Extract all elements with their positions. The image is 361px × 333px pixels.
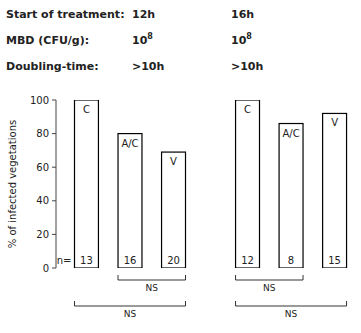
y-tick-label: 20 — [36, 229, 49, 240]
n-label: 16 — [124, 255, 137, 266]
header-label: MBD (CFU/g): — [6, 34, 89, 47]
bracket-label: NS — [263, 283, 276, 293]
header-value: 108 — [132, 32, 153, 47]
header-exponent: 8 — [147, 32, 153, 41]
y-tick — [52, 234, 56, 235]
header-label: Doubling-time: — [6, 60, 99, 73]
header-label: Start of treatment: — [6, 8, 125, 21]
bar-name: C — [244, 104, 251, 115]
bar-name: V — [170, 156, 177, 167]
bracket — [118, 275, 185, 280]
y-tick — [52, 100, 56, 101]
bar-name: A/C — [282, 128, 299, 139]
y-tick — [52, 268, 56, 269]
y-tick-label: 0 — [43, 263, 49, 274]
header-value: 16h — [231, 8, 254, 21]
bracket — [236, 301, 347, 306]
bracket-label: NS — [124, 309, 137, 319]
y-tick-label: 40 — [36, 195, 49, 206]
y-tick-label: 100 — [30, 95, 49, 106]
header-exponent: 8 — [246, 32, 252, 41]
bracket-label: NS — [146, 283, 159, 293]
n-label: 12 — [241, 255, 254, 266]
bar — [236, 100, 260, 268]
bar-name: V — [331, 117, 338, 128]
y-tick — [52, 200, 56, 201]
n-label: 13 — [80, 255, 93, 266]
n-label: 8 — [288, 255, 294, 266]
y-axis-line — [56, 100, 57, 268]
bracket — [236, 275, 303, 280]
y-axis-label: % of infected vegetations — [7, 120, 18, 248]
bracket — [75, 301, 186, 306]
bar — [279, 124, 303, 268]
bracket-label: NS — [285, 309, 298, 319]
y-tick — [52, 133, 56, 134]
header-value: 12h — [132, 8, 155, 21]
bar — [75, 100, 99, 268]
bar-name: C — [83, 104, 90, 115]
n-label: 20 — [167, 255, 180, 266]
header-value: >10h — [231, 60, 263, 73]
n-prefix: n= — [57, 255, 72, 266]
y-tick — [52, 167, 56, 168]
bar — [162, 152, 186, 268]
header-value: >10h — [132, 60, 164, 73]
header-base: 10 — [231, 34, 247, 47]
bar — [118, 134, 142, 268]
chart: Start of treatment:12h16hMBD (CFU/g):108… — [0, 0, 361, 333]
bar — [323, 113, 347, 268]
bar-name: A/C — [121, 138, 138, 149]
y-tick-label: 60 — [36, 162, 49, 173]
header-value: 108 — [231, 32, 252, 47]
n-label: 15 — [328, 255, 341, 266]
bars — [75, 100, 347, 268]
header-base: 10 — [132, 34, 148, 47]
y-tick-label: 80 — [36, 128, 49, 139]
